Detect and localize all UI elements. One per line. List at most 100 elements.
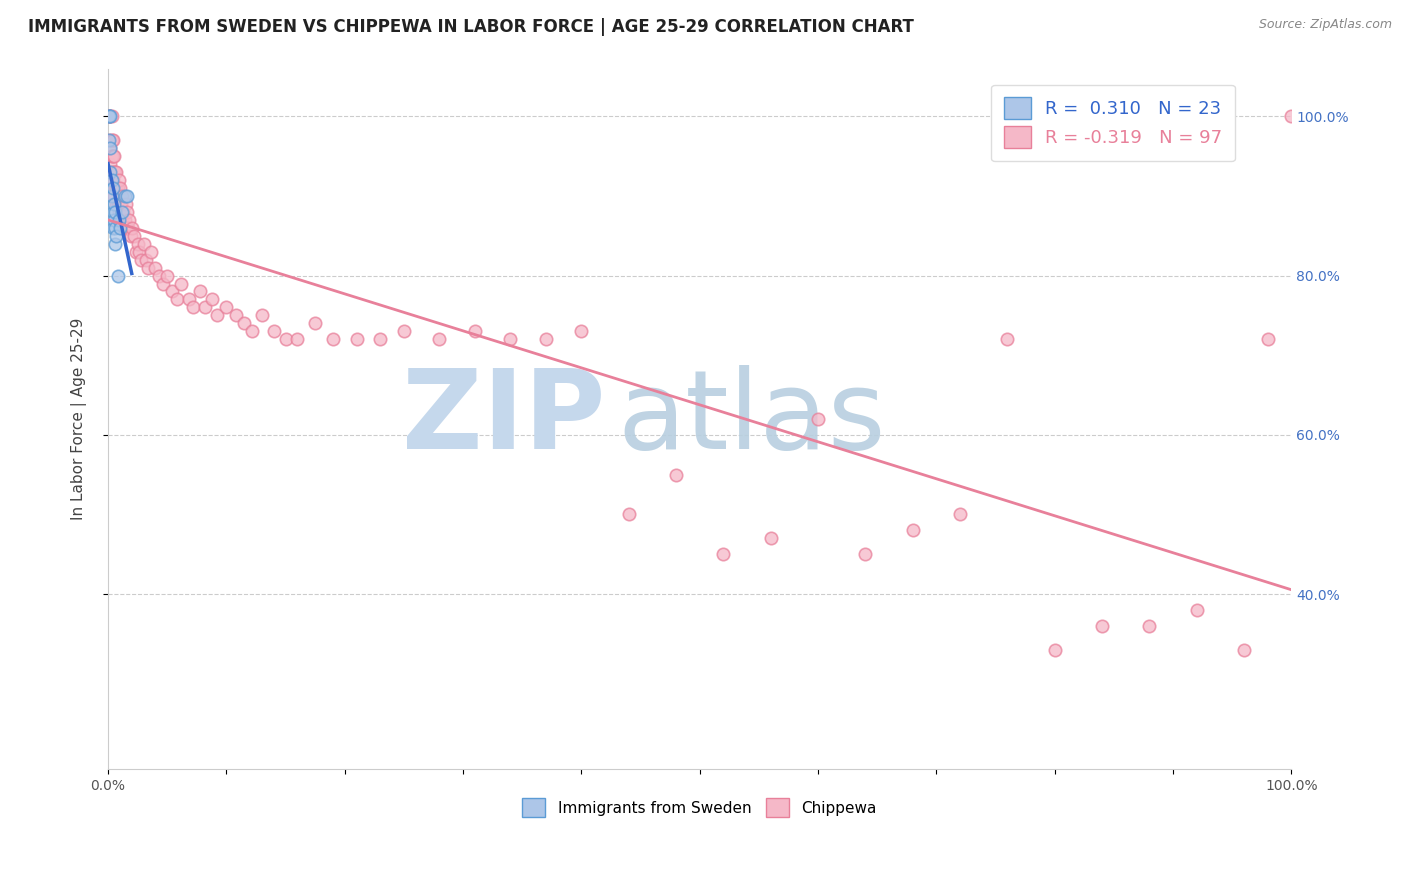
Point — [104, 181, 127, 195]
Point — [139, 244, 162, 259]
Point — [100, 165, 122, 179]
Point — [112, 220, 135, 235]
Point — [101, 181, 124, 195]
Point — [98, 133, 121, 147]
Point — [166, 293, 188, 307]
Point — [569, 324, 592, 338]
Point — [132, 236, 155, 251]
Text: ZIP: ZIP — [402, 366, 605, 473]
Point — [201, 293, 224, 307]
Point — [108, 197, 131, 211]
Point — [107, 181, 129, 195]
Point — [136, 260, 159, 275]
Point — [759, 532, 782, 546]
Point — [499, 332, 522, 346]
Point — [121, 220, 143, 235]
Point — [98, 109, 121, 123]
Legend: Immigrants from Sweden, Chippewa: Immigrants from Sweden, Chippewa — [515, 791, 884, 825]
Point — [98, 109, 121, 123]
Point — [1233, 643, 1256, 657]
Point — [242, 324, 264, 338]
Point — [114, 197, 136, 211]
Point — [100, 109, 122, 123]
Point — [160, 285, 183, 299]
Point — [215, 301, 238, 315]
Point — [115, 205, 138, 219]
Point — [322, 332, 344, 346]
Point — [346, 332, 368, 346]
Point — [1137, 619, 1160, 633]
Point — [110, 197, 132, 211]
Point — [127, 236, 149, 251]
Point — [108, 181, 131, 195]
Point — [115, 189, 138, 203]
Point — [617, 508, 640, 522]
Point — [170, 277, 193, 291]
Point — [107, 205, 129, 219]
Point — [104, 205, 127, 219]
Point — [464, 324, 486, 338]
Point — [135, 252, 157, 267]
Point — [100, 133, 122, 147]
Point — [107, 268, 129, 283]
Point — [107, 173, 129, 187]
Point — [104, 165, 127, 179]
Point — [111, 189, 134, 203]
Point — [103, 189, 125, 203]
Point — [263, 324, 285, 338]
Point — [853, 547, 876, 561]
Point — [665, 467, 688, 482]
Point — [114, 189, 136, 203]
Point — [129, 252, 152, 267]
Point — [534, 332, 557, 346]
Point — [118, 212, 141, 227]
Point — [1091, 619, 1114, 633]
Point — [100, 165, 122, 179]
Text: IMMIGRANTS FROM SWEDEN VS CHIPPEWA IN LABOR FORCE | AGE 25-29 CORRELATION CHART: IMMIGRANTS FROM SWEDEN VS CHIPPEWA IN LA… — [28, 18, 914, 36]
Point — [177, 293, 200, 307]
Point — [429, 332, 451, 346]
Point — [105, 197, 128, 211]
Point — [120, 228, 142, 243]
Point — [103, 212, 125, 227]
Point — [108, 220, 131, 235]
Point — [100, 109, 122, 123]
Point — [117, 220, 139, 235]
Point — [1279, 109, 1302, 123]
Point — [101, 173, 124, 187]
Point — [112, 205, 135, 219]
Point — [125, 244, 148, 259]
Point — [107, 212, 129, 227]
Point — [1257, 332, 1279, 346]
Y-axis label: In Labor Force | Age 25-29: In Labor Force | Age 25-29 — [72, 318, 87, 520]
Text: atlas: atlas — [617, 366, 886, 473]
Point — [1043, 643, 1066, 657]
Point — [100, 141, 122, 155]
Point — [105, 181, 128, 195]
Point — [205, 309, 228, 323]
Point — [101, 205, 124, 219]
Point — [111, 205, 134, 219]
Point — [148, 268, 170, 283]
Point — [104, 236, 127, 251]
Point — [949, 508, 972, 522]
Point — [110, 212, 132, 227]
Point — [104, 220, 127, 235]
Point — [103, 197, 125, 211]
Point — [225, 309, 247, 323]
Point — [901, 524, 924, 538]
Point — [156, 268, 179, 283]
Point — [100, 173, 122, 187]
Point — [368, 332, 391, 346]
Point — [101, 133, 124, 147]
Point — [105, 228, 128, 243]
Point — [122, 228, 145, 243]
Point — [287, 332, 309, 346]
Point — [101, 220, 124, 235]
Point — [103, 165, 125, 179]
Point — [807, 412, 830, 426]
Point — [114, 220, 136, 235]
Point — [190, 285, 212, 299]
Point — [100, 189, 122, 203]
Point — [103, 149, 125, 163]
